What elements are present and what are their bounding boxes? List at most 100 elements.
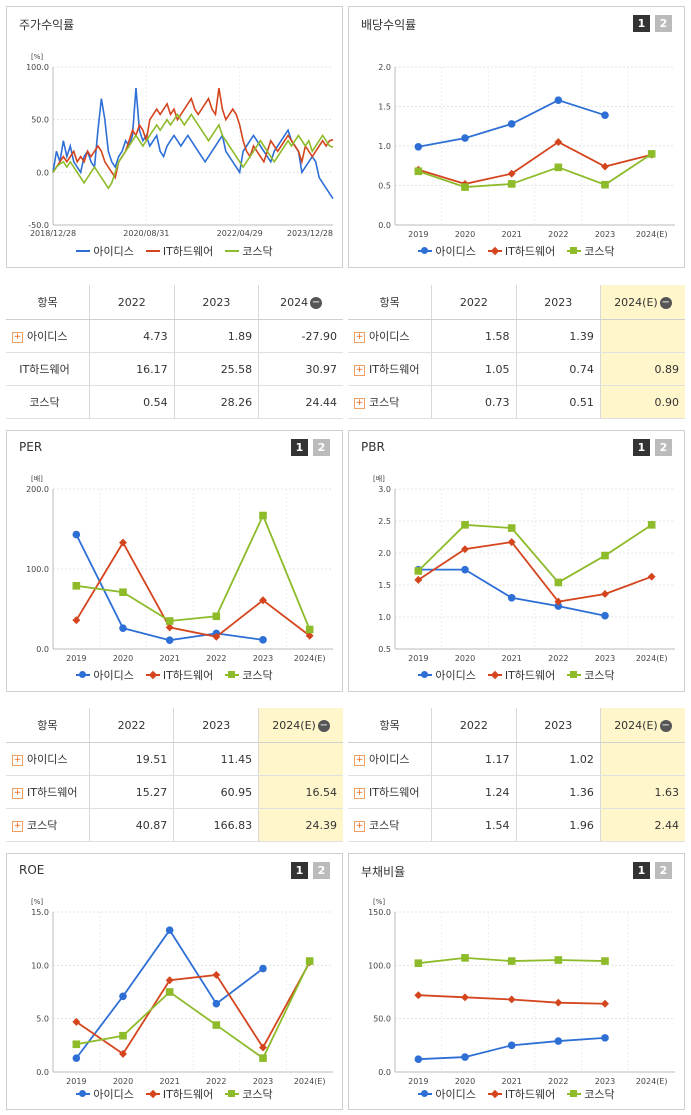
table-row: + IT하드웨어 1.05 0.74 0.89	[348, 352, 685, 386]
table-cell: 30.97	[258, 352, 343, 386]
data-point	[461, 565, 469, 574]
data-point	[259, 636, 267, 644]
legend-swatch	[418, 1090, 433, 1097]
toggle-1-button[interactable]: 1	[633, 15, 650, 32]
collapse-icon[interactable]: −	[310, 296, 323, 309]
data-point	[119, 992, 127, 1001]
table-row: + 아이디스 1.58 1.39	[348, 319, 685, 353]
x-tick-label: 2023	[595, 1077, 615, 1086]
table-cell: 1.58	[431, 319, 517, 353]
x-tick-label: 2024(E)	[636, 1077, 668, 1086]
data-point	[554, 956, 563, 964]
expand-icon[interactable]: +	[354, 754, 365, 766]
legend-swatch	[76, 250, 91, 252]
y-tick-label: 2.0	[378, 63, 391, 72]
x-tick-label: 2023/12/28	[287, 229, 333, 238]
x-tick-label: 2024(E)	[636, 654, 668, 663]
toggle-1-button[interactable]: 1	[633, 862, 650, 879]
x-tick-label: 2019	[408, 654, 428, 663]
legend-swatch	[487, 1089, 502, 1099]
expand-icon[interactable]: +	[354, 397, 365, 409]
y-tick-label: 0.5	[378, 182, 391, 191]
expand-icon[interactable]: +	[354, 820, 365, 832]
row-label[interactable]: + 아이디스	[348, 742, 433, 776]
data-point	[554, 1037, 563, 1045]
y-tick-label: 100.0	[26, 565, 49, 574]
legend-swatch	[487, 670, 502, 680]
row-label[interactable]: + 아이디스	[348, 319, 433, 353]
data-point	[601, 551, 609, 560]
column-header: 2024(E) −	[600, 285, 685, 320]
table-cell: 1.17	[431, 742, 517, 776]
expand-icon[interactable]: +	[12, 820, 23, 832]
expand-icon[interactable]: +	[354, 787, 365, 799]
data-point	[461, 954, 469, 962]
panel-title: 배당수익률	[361, 18, 417, 32]
series-line	[418, 568, 606, 617]
column-header: 2022	[431, 708, 517, 743]
data-point	[212, 1021, 221, 1029]
table-row: IT하드웨어 16.17 25.58 30.97	[6, 352, 343, 386]
y-tick-label: 15.0	[31, 908, 49, 917]
data-point	[507, 524, 516, 532]
data-point	[461, 1053, 469, 1061]
chart-dividend: 2.0 1.5 1.0 0.5 0.0 2019 2020 2021 2022 2023 2024(…	[378, 63, 675, 239]
collapse-icon[interactable]: −	[659, 296, 672, 309]
toggle-1-button[interactable]: 1	[291, 439, 308, 456]
expand-icon[interactable]: +	[12, 331, 23, 343]
y-tick-label: 50.0	[31, 116, 49, 125]
x-tick-label: 2023	[253, 1077, 273, 1086]
y-tick-label: 200.0	[26, 485, 49, 494]
y-tick-label: 2.0	[378, 549, 391, 558]
x-tick-label: 2023	[253, 654, 273, 663]
series-line	[52, 112, 334, 190]
y-tick-label: 5.0	[36, 1015, 49, 1024]
legend-item: IT하드웨어	[145, 667, 213, 683]
column-header-label: 2024	[280, 295, 309, 309]
axis-unit: [배]	[31, 474, 43, 483]
row-label[interactable]: + IT하드웨어	[348, 775, 433, 809]
data-point	[601, 590, 609, 598]
collapse-icon[interactable]: −	[317, 719, 330, 732]
row-label[interactable]: + IT하드웨어	[348, 352, 433, 386]
toggle-1-button[interactable]: 1	[291, 862, 308, 879]
row-label[interactable]: + 아이디스	[6, 742, 90, 776]
collapse-icon[interactable]: −	[659, 719, 672, 732]
table-cell: 0.89	[600, 352, 685, 386]
table-cell: 2.44	[600, 808, 685, 842]
expand-icon[interactable]: +	[12, 754, 23, 766]
toggle-2-button[interactable]: 2	[655, 862, 672, 879]
y-tick-label: 100.0	[368, 961, 391, 970]
toggle-2-button[interactable]: 2	[655, 15, 672, 32]
data-point	[165, 988, 174, 996]
row-label[interactable]: + IT하드웨어	[6, 775, 90, 809]
table-row: + IT하드웨어 1.24 1.36 1.63	[348, 775, 685, 809]
y-tick-label: 50.0	[373, 1015, 391, 1024]
toggle-2-button[interactable]: 2	[313, 862, 330, 879]
expand-icon[interactable]: +	[354, 364, 365, 376]
column-header: 항목	[6, 285, 90, 320]
table-cell: 1.39	[516, 319, 601, 353]
expand-icon[interactable]: +	[12, 787, 23, 799]
toggle-2-button[interactable]: 2	[655, 439, 672, 456]
y-tick-label: 2.5	[378, 517, 391, 526]
axis-unit: [%]	[31, 53, 43, 61]
table-row: 코스닥 0.54 28.26 24.44	[6, 385, 343, 419]
data-point	[165, 623, 174, 632]
legend-swatch	[567, 671, 582, 678]
row-label[interactable]: + 코스닥	[6, 808, 90, 842]
table-cell: 60.95	[173, 775, 260, 809]
legend-item: 아이디스	[76, 667, 134, 683]
row-label[interactable]: + 코스닥	[348, 385, 433, 419]
row-label[interactable]: + 코스닥	[348, 808, 433, 842]
x-tick-label: 2024(E)	[294, 1077, 326, 1086]
toggle-1-button[interactable]: 1	[633, 439, 650, 456]
toggle-2-button[interactable]: 2	[313, 439, 330, 456]
row-label[interactable]: + 아이디스	[6, 319, 90, 353]
data-point	[259, 1043, 267, 1052]
data-point	[72, 1040, 81, 1049]
table-cell: 0.51	[516, 385, 601, 419]
column-header: 2024(E) −	[258, 708, 343, 743]
expand-icon[interactable]: +	[354, 331, 365, 343]
